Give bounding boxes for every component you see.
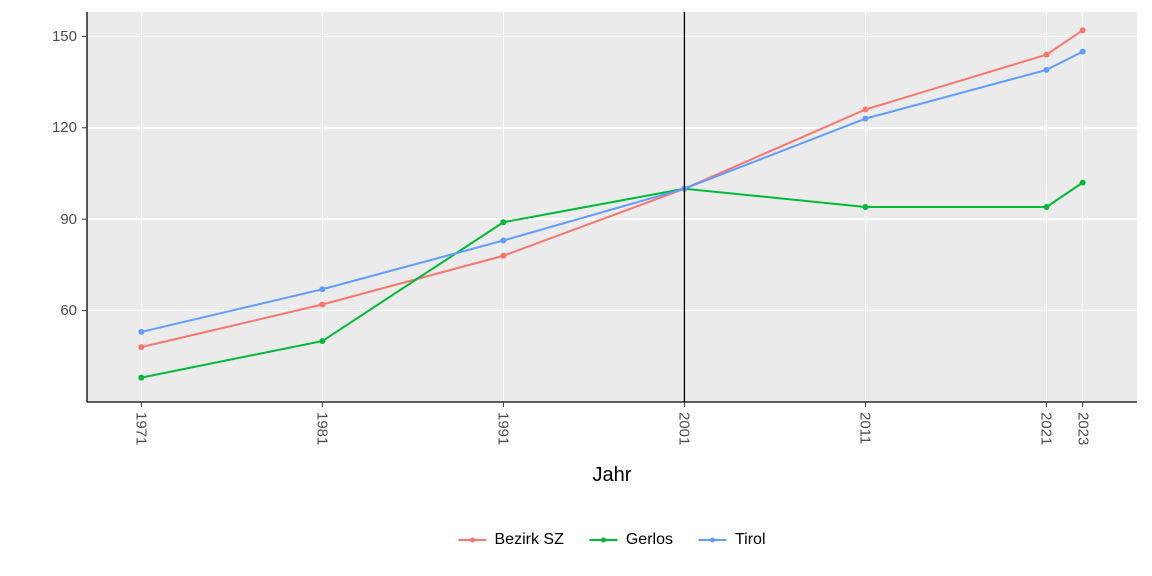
series-point (862, 107, 868, 113)
series-point (138, 329, 144, 335)
legend-item: Bezirk SZ (459, 531, 564, 549)
y-tick-label: 60 (60, 302, 77, 319)
line-chart: 1971198119912001201120212023 6090120150 … (0, 0, 1152, 576)
series-point (500, 253, 506, 259)
x-tick-label: 1971 (133, 412, 150, 445)
series-point (1043, 52, 1049, 58)
x-tick-label: 1991 (495, 412, 512, 445)
x-tick-label: 2001 (676, 412, 693, 445)
series-point (500, 238, 506, 244)
series-point (1043, 67, 1049, 73)
legend-key-icon (699, 533, 727, 547)
series-point (319, 338, 325, 344)
x-tick-label: 1981 (314, 412, 331, 445)
legend: Bezirk SZ Gerlos Tirol (459, 531, 766, 549)
x-tick-label: 2023 (1074, 412, 1091, 445)
x-axis-title: Jahr (593, 464, 632, 487)
x-tick-label: 2021 (1038, 412, 1055, 445)
legend-item: Gerlos (590, 531, 673, 549)
legend-label: Bezirk SZ (495, 531, 564, 549)
y-tick-label: 120 (52, 119, 77, 136)
series-point (1080, 27, 1086, 33)
plot-svg (0, 0, 1152, 576)
legend-label: Tirol (735, 531, 766, 549)
y-tick-label: 90 (60, 211, 77, 228)
y-tick-label: 150 (52, 28, 77, 45)
series-point (1080, 49, 1086, 55)
series-point (500, 219, 506, 225)
series-point (1043, 204, 1049, 210)
legend-item: Tirol (699, 531, 766, 549)
legend-label: Gerlos (626, 531, 673, 549)
series-point (1080, 180, 1086, 186)
series-point (138, 375, 144, 381)
series-point (862, 204, 868, 210)
series-point (319, 302, 325, 308)
series-line (141, 183, 1082, 378)
series-point (138, 344, 144, 350)
series-point (319, 286, 325, 292)
series-line (141, 52, 1082, 332)
legend-key-icon (590, 533, 618, 547)
legend-key-icon (459, 533, 487, 547)
x-tick-label: 2011 (857, 412, 874, 444)
series-point (862, 116, 868, 122)
